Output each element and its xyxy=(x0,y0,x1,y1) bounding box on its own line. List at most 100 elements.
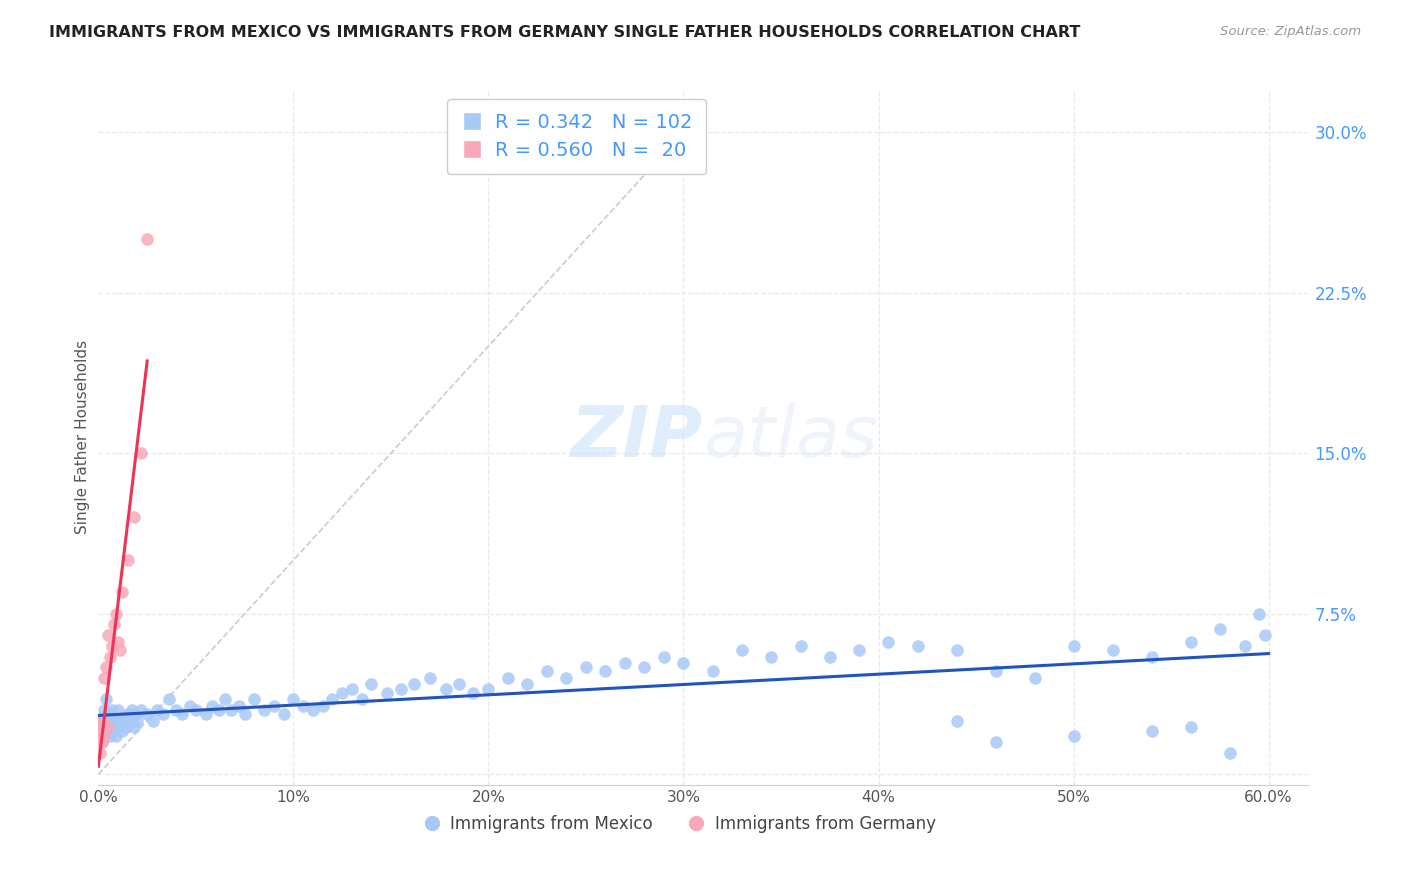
Point xyxy=(945,714,967,728)
Point xyxy=(672,656,695,670)
Point xyxy=(122,720,145,734)
Point xyxy=(108,643,131,657)
Point xyxy=(350,692,373,706)
Point xyxy=(283,692,305,706)
Point xyxy=(101,639,124,653)
Point xyxy=(907,639,929,653)
Point xyxy=(107,634,129,648)
Point xyxy=(107,720,129,734)
Point xyxy=(179,698,201,713)
Point xyxy=(702,665,724,679)
Point xyxy=(96,720,118,734)
Point xyxy=(219,703,242,717)
Point xyxy=(419,671,441,685)
Point xyxy=(97,628,120,642)
Point xyxy=(98,714,121,728)
Point xyxy=(136,707,159,722)
Point xyxy=(731,643,754,657)
Point xyxy=(184,703,207,717)
Point xyxy=(789,639,811,653)
Point xyxy=(96,692,118,706)
Point xyxy=(200,698,222,713)
Point xyxy=(404,677,426,691)
Text: Source: ZipAtlas.com: Source: ZipAtlas.com xyxy=(1220,25,1361,38)
Point xyxy=(1140,724,1163,739)
Point xyxy=(103,617,125,632)
Point xyxy=(321,692,343,706)
Point xyxy=(984,735,1007,749)
Point xyxy=(96,660,118,674)
Point xyxy=(1234,639,1257,653)
Point xyxy=(389,681,412,696)
Point xyxy=(1101,643,1123,657)
Point xyxy=(93,729,115,743)
Point xyxy=(614,656,637,670)
Point xyxy=(98,729,121,743)
Text: atlas: atlas xyxy=(703,402,877,472)
Point xyxy=(118,714,141,728)
Point xyxy=(214,692,236,706)
Point xyxy=(1140,649,1163,664)
Point xyxy=(877,634,900,648)
Point xyxy=(124,707,146,722)
Point xyxy=(1253,628,1275,642)
Point xyxy=(233,707,256,722)
Point xyxy=(1063,639,1085,653)
Point xyxy=(253,703,276,717)
Point xyxy=(461,686,484,700)
Point xyxy=(302,703,325,717)
Point xyxy=(97,707,120,722)
Point xyxy=(157,692,180,706)
Point xyxy=(1180,720,1202,734)
Point xyxy=(91,735,114,749)
Point xyxy=(131,703,153,717)
Point xyxy=(91,735,114,749)
Point xyxy=(89,746,111,760)
Point xyxy=(111,585,134,599)
Point xyxy=(595,665,617,679)
Point xyxy=(575,660,598,674)
Point xyxy=(536,665,558,679)
Point xyxy=(131,446,153,460)
Y-axis label: Single Father Households: Single Father Households xyxy=(75,340,90,534)
Point xyxy=(91,714,114,728)
Point xyxy=(1247,607,1270,621)
Point xyxy=(89,724,111,739)
Point xyxy=(1209,622,1232,636)
Legend: Immigrants from Mexico, Immigrants from Germany: Immigrants from Mexico, Immigrants from … xyxy=(415,808,942,839)
Point xyxy=(434,681,457,696)
Point xyxy=(1063,729,1085,743)
Point xyxy=(984,665,1007,679)
Text: IMMIGRANTS FROM MEXICO VS IMMIGRANTS FROM GERMANY SINGLE FATHER HOUSEHOLDS CORRE: IMMIGRANTS FROM MEXICO VS IMMIGRANTS FRO… xyxy=(49,25,1081,40)
Point xyxy=(97,724,120,739)
Point xyxy=(104,714,127,728)
Point xyxy=(449,677,471,691)
Point xyxy=(98,649,121,664)
Point xyxy=(228,698,250,713)
Point xyxy=(1024,671,1046,685)
Point xyxy=(477,681,499,696)
Point xyxy=(496,671,519,685)
Point xyxy=(108,714,131,728)
Point xyxy=(172,707,194,722)
Point xyxy=(107,703,129,717)
Point xyxy=(945,643,967,657)
Point xyxy=(117,553,139,567)
Point xyxy=(104,729,127,743)
Point xyxy=(122,510,145,524)
Point xyxy=(97,720,120,734)
Point xyxy=(360,677,382,691)
Point xyxy=(818,649,841,664)
Point xyxy=(263,698,285,713)
Point xyxy=(516,677,538,691)
Point xyxy=(114,720,136,734)
Point xyxy=(330,686,353,700)
Point xyxy=(761,649,783,664)
Point xyxy=(101,703,124,717)
Point xyxy=(93,729,115,743)
Point xyxy=(127,714,149,728)
Point xyxy=(117,707,139,722)
Point xyxy=(555,671,578,685)
Point xyxy=(208,703,231,717)
Point xyxy=(273,707,295,722)
